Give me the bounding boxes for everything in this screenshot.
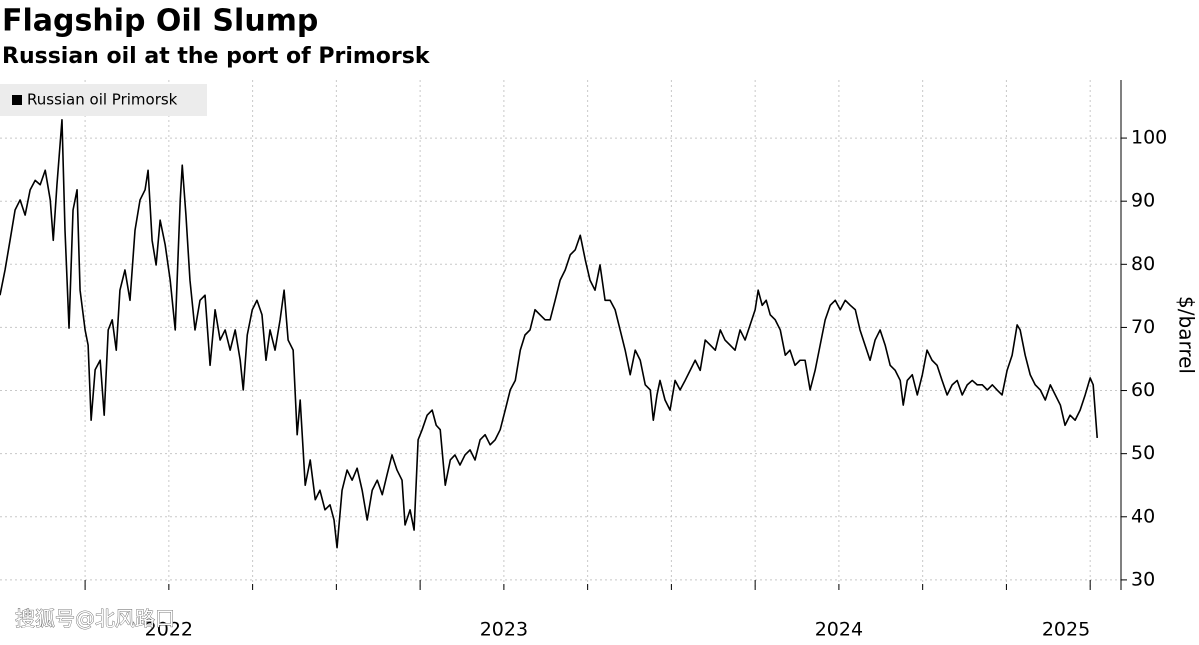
y-tick-label: 30 bbox=[1131, 568, 1155, 590]
plot-area: 30 40 50 60 70 80 90 100 2022 2023 2024 2025 Russian… bbox=[0, 80, 1199, 641]
y-tick-label: 40 bbox=[1131, 505, 1155, 527]
y-tick-label: 50 bbox=[1131, 442, 1155, 464]
x-tick-label: 2023 bbox=[480, 619, 528, 641]
y-tick-label: 100 bbox=[1131, 127, 1167, 149]
y-tick-label: 60 bbox=[1131, 379, 1155, 401]
chart-subtitle: Russian oil at the port of Primorsk bbox=[2, 44, 431, 69]
legend-label: Russian oil Primorsk bbox=[27, 91, 178, 109]
x-tick-label: 2025 bbox=[1042, 619, 1090, 641]
x-tick-label: 2022 bbox=[145, 619, 193, 641]
watermark: 搜狐号@北风路口 bbox=[15, 607, 175, 631]
y-tick-label: 90 bbox=[1131, 190, 1155, 212]
legend-box bbox=[0, 84, 207, 116]
legend-swatch bbox=[12, 95, 22, 105]
data-line bbox=[0, 118, 1099, 549]
chart-title: Flagship Oil Slump bbox=[2, 4, 318, 39]
x-tick-label: 2024 bbox=[815, 619, 863, 641]
y-tick-label: 70 bbox=[1131, 316, 1155, 338]
y-axis-label: $/barrel bbox=[1175, 296, 1199, 374]
y-tick-label: 80 bbox=[1131, 253, 1155, 275]
